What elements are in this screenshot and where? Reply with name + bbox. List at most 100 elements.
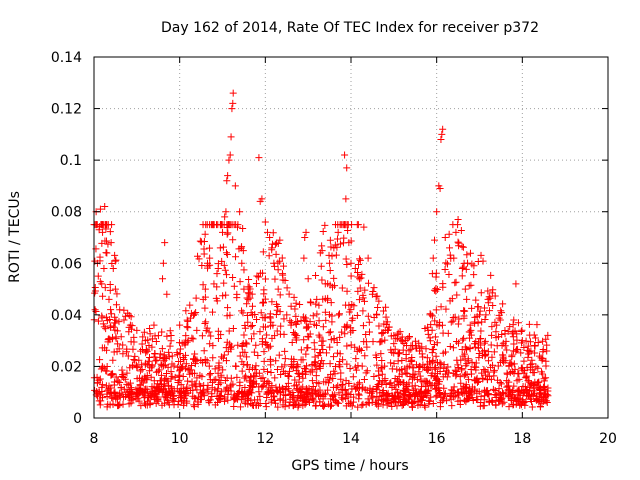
data-point-marker [390, 360, 398, 368]
data-point-marker [524, 342, 532, 350]
data-point-marker [269, 392, 277, 400]
data-point-marker [351, 264, 359, 272]
data-point-marker [466, 321, 474, 329]
data-point-marker [238, 259, 246, 267]
data-point-marker [234, 341, 242, 349]
data-point-marker [449, 313, 457, 321]
y-tick-label: 0.02 [51, 359, 82, 375]
data-point-marker [109, 356, 117, 364]
data-point-marker [212, 294, 220, 302]
data-point-marker [226, 151, 234, 159]
data-point-marker [203, 385, 211, 393]
data-point-marker [463, 384, 471, 392]
data-point-marker [223, 230, 231, 238]
data-point-marker [209, 221, 217, 229]
data-point-marker [394, 349, 402, 357]
data-point-marker [276, 236, 284, 244]
data-point-marker [365, 399, 373, 407]
data-point-marker [379, 307, 387, 315]
data-point-marker [319, 295, 327, 303]
data-point-marker [472, 395, 480, 403]
data-point-marker [308, 377, 316, 385]
data-point-marker [216, 244, 224, 252]
data-point-marker [106, 281, 114, 289]
data-point-marker [356, 275, 364, 283]
data-point-marker [236, 352, 244, 360]
data-point-marker [520, 398, 528, 406]
data-point-marker [267, 318, 275, 326]
data-point-marker [176, 339, 184, 347]
data-point-marker [280, 315, 288, 323]
data-point-marker [152, 337, 160, 345]
data-point-marker [261, 295, 269, 303]
data-point-marker [358, 401, 366, 409]
data-point-marker [122, 312, 130, 320]
x-axis-label: GPS time / hours [291, 458, 408, 474]
data-point-marker [356, 284, 364, 292]
data-point-marker [340, 234, 348, 242]
data-point-marker [181, 341, 189, 349]
data-point-marker [380, 320, 388, 328]
data-point-marker [491, 387, 499, 395]
data-point-marker [526, 331, 534, 339]
data-point-marker [473, 312, 481, 320]
data-point-marker [482, 311, 490, 319]
data-point-marker [215, 393, 223, 401]
data-point-marker [488, 289, 496, 297]
data-point-marker [191, 382, 199, 390]
data-point-marker [540, 375, 548, 383]
data-point-marker [362, 369, 370, 377]
data-point-marker [465, 385, 473, 393]
data-point-marker [338, 284, 346, 292]
data-point-marker [281, 369, 289, 377]
data-point-marker [187, 366, 195, 374]
data-point-marker [369, 287, 377, 295]
data-point-marker [292, 319, 300, 327]
data-point-marker [248, 335, 256, 343]
data-point-marker [525, 392, 533, 400]
data-point-marker [205, 371, 213, 379]
data-point-marker [119, 370, 127, 378]
data-point-marker [303, 394, 311, 402]
y-tick-labels: 0 0.02 0.04 0.06 0.08 0.1 0.12 0.14 [51, 50, 82, 427]
data-point-marker [127, 338, 135, 346]
data-point-marker [223, 224, 231, 232]
data-point-marker [455, 391, 463, 399]
data-point-marker [120, 316, 128, 324]
data-point-marker [302, 324, 310, 332]
data-point-marker [120, 306, 128, 314]
data-point-marker [487, 363, 495, 371]
data-point-marker [168, 360, 176, 368]
data-point-marker [312, 372, 320, 380]
data-point-marker [272, 357, 280, 365]
data-point-marker [305, 333, 313, 341]
data-point-marker [229, 89, 237, 97]
data-point-marker [326, 236, 334, 244]
data-point-marker [525, 320, 533, 328]
data-point-marker [433, 339, 441, 347]
data-point-marker [517, 327, 525, 335]
data-point-marker [223, 177, 231, 185]
data-point-marker [393, 365, 401, 373]
data-point-marker [422, 382, 430, 390]
data-point-marker [519, 397, 527, 405]
data-point-marker [222, 291, 230, 299]
data-point-marker [381, 375, 389, 383]
data-point-marker [383, 396, 391, 404]
data-point-marker [306, 318, 314, 326]
data-point-marker [115, 345, 123, 353]
data-point-marker [182, 364, 190, 372]
data-point-marker [489, 301, 497, 309]
data-point-marker [535, 378, 543, 386]
data-point-marker [387, 332, 395, 340]
data-point-marker [104, 240, 112, 248]
data-point-marker [403, 363, 411, 371]
data-point-marker [329, 383, 337, 391]
data-point-marker [514, 395, 522, 403]
data-point-marker [101, 284, 109, 292]
data-point-marker [219, 228, 226, 236]
data-point-marker [400, 386, 408, 394]
data-point-marker [165, 401, 173, 409]
data-point-marker [165, 353, 173, 361]
data-point-marker [186, 386, 194, 394]
